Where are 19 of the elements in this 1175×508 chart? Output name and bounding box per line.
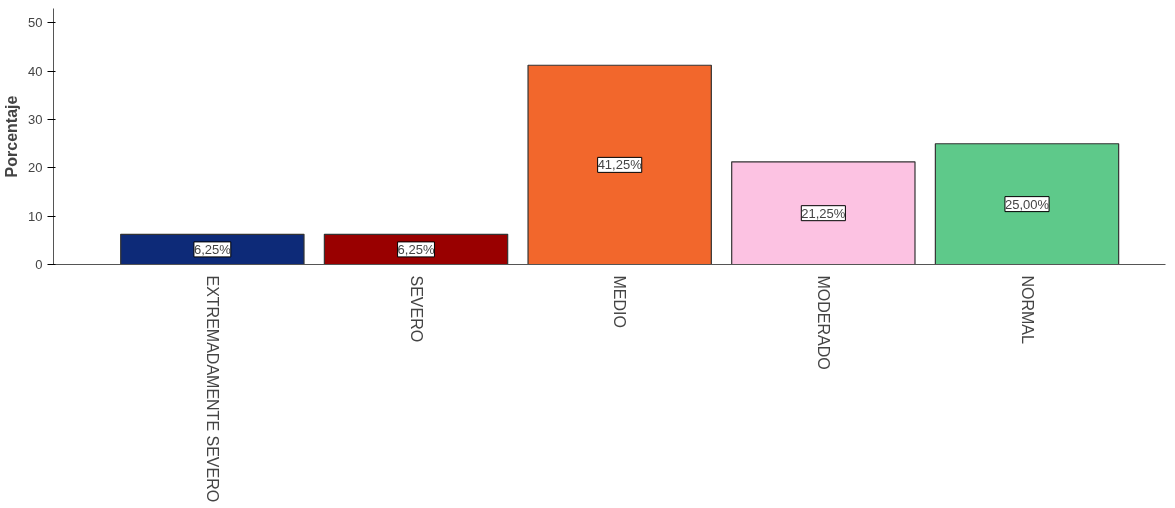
x-tick-label: EXTREMADAMENTE SEVERO <box>203 275 221 503</box>
y-tick-label: 10 <box>28 208 43 224</box>
y-tick-label: 50 <box>28 15 43 31</box>
y-tick-label: 0 <box>35 257 43 272</box>
x-tick-label: MEDIO <box>611 275 629 328</box>
bar <box>527 64 712 265</box>
y-axis-title: Porcentaje <box>3 95 21 178</box>
x-tick-label: SEVERO <box>407 275 425 343</box>
data-label: 21,25% <box>801 205 846 221</box>
x-tick-label: MODERADO <box>814 275 832 370</box>
y-tick-label: 20 <box>28 160 43 176</box>
y-tick-label: 40 <box>28 63 43 79</box>
data-label: 6,25% <box>397 241 435 257</box>
y-tick-label: 30 <box>28 112 43 128</box>
bar <box>323 233 509 265</box>
x-tick-label: NORMAL <box>1018 275 1036 345</box>
bar <box>731 161 916 265</box>
bar <box>934 143 1120 265</box>
bar <box>120 233 305 265</box>
